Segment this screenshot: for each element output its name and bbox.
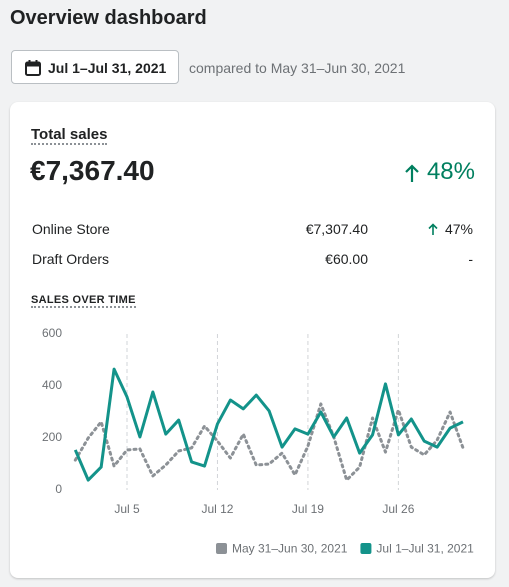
legend-label: May 31–Jun 30, 2021 [232,542,348,556]
line-series [73,402,465,482]
calendar-icon [25,60,41,76]
page-title: Overview dashboard [10,7,207,29]
row-value: €7,307.40 [305,221,368,237]
total-sales: €7,367.40 [30,155,155,186]
row-change: - [468,251,473,267]
card-title[interactable]: Total sales [31,126,108,145]
date-range: Jul 1–Jul 31, 2021 [48,60,167,76]
legend-swatch [216,543,227,554]
legend-swatch [360,543,372,554]
x-tick-label: Jul 5 [114,502,140,516]
y-tick-label: 200 [42,430,62,444]
x-tick-label: Jul 26 [382,502,414,516]
sales-card [10,102,495,578]
row-label: Online Store [32,221,110,237]
row-value: €60.00 [325,251,368,267]
y-tick-label: 600 [42,326,62,340]
change-percent: 48% [426,158,475,185]
line-series [73,367,464,482]
legend-label: Jul 1–Jul 31, 2021 [376,542,474,556]
row-change: 47% [444,221,473,237]
date-picker[interactable]: Jul 1–Jul 31, 2021 [11,50,179,84]
x-tick-label: Jul 19 [292,502,324,516]
comparison-text: compared to May 31–Jun 30, 2021 [189,60,406,76]
x-tick-label: Jul 12 [201,502,233,516]
y-tick-label: 0 [55,482,62,496]
y-tick-label: 400 [42,378,62,392]
chart-title: SALES OVER TIME [31,294,136,308]
up-arrow [428,223,438,235]
row-label: Draft Orders [32,251,110,267]
up-arrow [405,164,419,182]
chart: 0 200 400 600 Jul 5 Jul 12 Jul 19 Jul 26 May 31–… [42,326,474,556]
